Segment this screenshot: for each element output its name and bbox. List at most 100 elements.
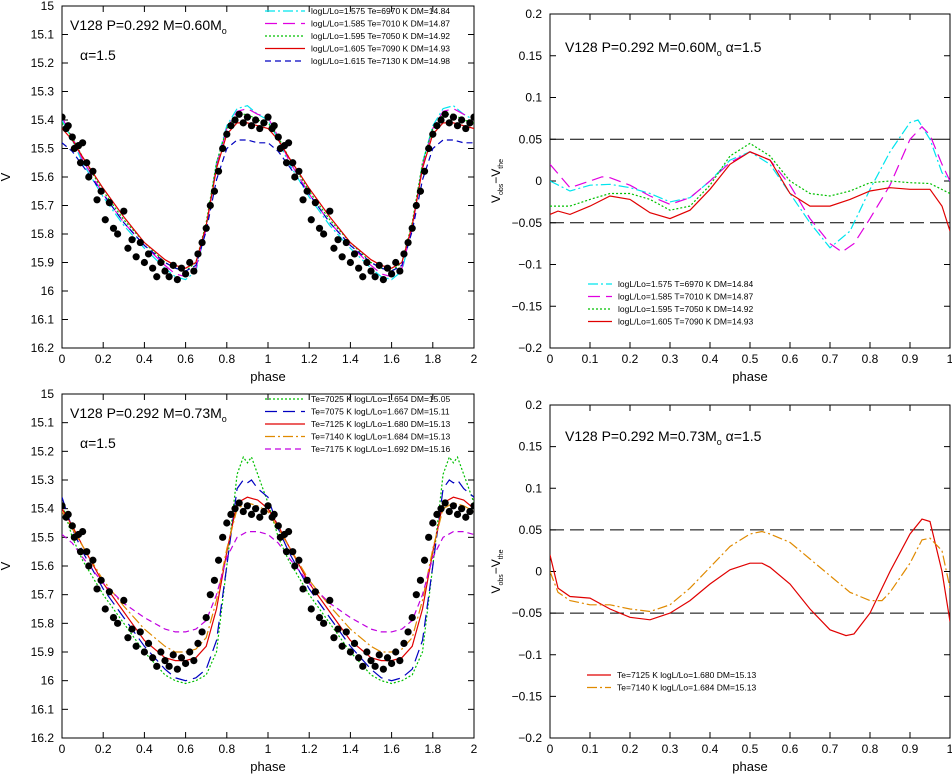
observed-point	[157, 258, 165, 267]
observed-point	[114, 230, 122, 238]
y-tick-label: 15.6	[31, 170, 55, 184]
x-tick-label: 1.8	[424, 742, 441, 756]
observed-point	[392, 648, 400, 656]
observed-point	[252, 116, 260, 124]
observed-point	[470, 502, 474, 510]
panel-title: V128 P=0.292 M=0.73Mo α=1.5	[565, 428, 762, 447]
y-tick-label: 15.1	[31, 28, 55, 42]
observed-point	[132, 253, 140, 261]
observed-point	[363, 648, 371, 656]
observed-point	[466, 507, 474, 516]
observed-point	[396, 657, 404, 665]
observed-point	[449, 113, 457, 121]
observed-point	[346, 648, 354, 656]
observed-point	[76, 159, 85, 167]
y-axis-label: Vobs−Vthe	[489, 159, 505, 203]
observed-point	[202, 614, 210, 622]
panel-title: V128 P=0.292 M=0.73Mo	[70, 405, 227, 424]
panel-title: V128 P=0.292 M=0.60Mo α=1.5	[565, 39, 762, 58]
observed-point	[299, 196, 307, 204]
observed-point	[68, 522, 76, 530]
observed-point	[282, 548, 291, 556]
observed-point	[342, 628, 350, 636]
x-tick-label: 0.2	[622, 742, 639, 756]
series-line	[62, 455, 474, 685]
observed-point	[140, 258, 148, 267]
y-axis-label: V	[0, 172, 13, 181]
x-tick-label: 1	[265, 352, 272, 366]
observed-point	[330, 634, 338, 642]
observed-point	[367, 267, 375, 275]
legend: logL/Lo=1.575 Te=6970 K DM=14.84 logL/Lo=…	[265, 6, 450, 66]
observed-point	[375, 651, 383, 659]
x-tick-label: 0.7	[822, 352, 839, 366]
series-line	[62, 113, 474, 272]
x-tick-label: 1	[947, 352, 952, 366]
observed-point	[190, 657, 198, 665]
x-tick-label: 0.5	[742, 742, 759, 756]
observed-point	[408, 614, 416, 622]
observed-point	[153, 273, 161, 281]
legend-label: logL/Lo=1.585 T=7010 K DM=14.87	[618, 292, 754, 302]
observed-point	[392, 258, 400, 267]
observed-point	[404, 238, 412, 247]
observed-point	[441, 499, 449, 507]
observed-point	[303, 576, 311, 584]
observed-point	[282, 159, 291, 167]
plot-area	[62, 105, 474, 284]
observed-point	[462, 124, 470, 133]
observed-point	[350, 250, 359, 258]
x-tick-label: 2	[471, 352, 478, 366]
legend-label: Te=7025 K logL/Lo=1.654 DM=15.05	[311, 394, 450, 404]
observed-point	[346, 258, 354, 267]
observed-point	[101, 216, 109, 224]
legend: Te=7025 K logL/Lo=1.654 DM=15.05 Te=7075 …	[265, 394, 450, 454]
observed-point	[93, 585, 101, 593]
panel-title: V128 P=0.292 M=0.60Mo	[70, 17, 227, 36]
x-tick-label: 0.5	[742, 352, 759, 366]
observed-point	[270, 510, 278, 518]
observed-point	[256, 513, 264, 521]
observed-point	[223, 130, 231, 138]
observed-point	[128, 625, 136, 633]
observed-point	[412, 591, 420, 599]
observed-point	[227, 510, 235, 518]
observed-point	[359, 662, 367, 670]
observed-point	[408, 224, 416, 232]
observed-point	[274, 522, 282, 530]
observed-point	[243, 113, 251, 121]
x-tick-label: 1	[947, 742, 952, 756]
observed-point	[445, 507, 453, 516]
observed-point	[79, 528, 87, 536]
panel-subtitle: α=1.5	[80, 435, 116, 451]
observed-point	[235, 499, 243, 507]
observed-point	[247, 122, 256, 130]
series-line	[62, 122, 474, 269]
observed-point	[182, 270, 190, 278]
x-tick-label: 0.4	[136, 742, 153, 756]
observed-point	[311, 199, 319, 207]
observed-point	[433, 122, 441, 130]
observed-point	[359, 273, 367, 281]
observed-point	[404, 628, 412, 636]
observed-point	[326, 596, 334, 605]
y-tick-label: 16	[41, 674, 55, 688]
observed-point	[453, 510, 462, 518]
observed-point	[83, 159, 91, 167]
observed-point	[458, 116, 466, 124]
y-tick-label: 0.2	[525, 398, 542, 412]
observed-point	[264, 502, 272, 510]
legend-label: logL/Lo=1.615 Te=7130 K DM=14.98	[311, 56, 450, 66]
observed-point	[371, 273, 379, 281]
observed-point	[83, 548, 91, 556]
y-tick-label: 15.2	[31, 444, 55, 458]
x-tick-label: 0.3	[662, 742, 679, 756]
x-tick-label: 0.9	[902, 352, 919, 366]
series-line	[550, 125, 950, 253]
observed-point	[264, 113, 272, 121]
x-tick-label: 0	[547, 352, 554, 366]
observed-point	[198, 238, 206, 247]
observed-point	[458, 505, 466, 513]
y-tick-label: 15	[41, 387, 55, 401]
